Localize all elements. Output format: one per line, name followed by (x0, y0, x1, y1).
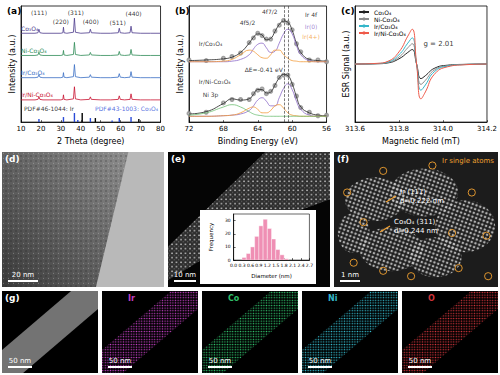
svg-text:60: 60 (116, 125, 125, 133)
svg-text:Diameter (nm): Diameter (nm) (251, 273, 292, 279)
svg-text:40: 40 (76, 125, 85, 133)
svg-text:2 Theta (degree): 2 Theta (degree) (57, 137, 124, 146)
svg-text:Binding Energy (eV): Binding Energy (eV) (218, 137, 298, 146)
svg-text:0: 0 (228, 258, 231, 263)
svg-text:Intensity (a.u.): Intensity (a.u.) (8, 35, 17, 94)
svg-text:Ir/Co₃O₄: Ir/Co₃O₄ (21, 69, 45, 76)
svg-text:(f): (f) (337, 154, 349, 164)
svg-text:d=0.222 nm: d=0.222 nm (400, 197, 444, 205)
svg-text:64: 64 (253, 125, 262, 133)
svg-text:Ir/Co₃O₄: Ir/Co₃O₄ (199, 40, 223, 47)
svg-text:(111): (111) (31, 9, 47, 16)
svg-text:10: 10 (17, 125, 26, 133)
svg-text:80: 80 (156, 125, 165, 133)
svg-text:2.1: 2.1 (289, 263, 296, 268)
svg-text:4f7/2: 4f7/2 (262, 8, 278, 15)
svg-text:ΔE=-0.41 eV: ΔE=-0.41 eV (245, 66, 284, 73)
svg-text:(a): (a) (7, 6, 21, 16)
svg-text:30: 30 (225, 218, 231, 223)
svg-text:2.4: 2.4 (297, 263, 304, 268)
svg-text:Magnetic field (mT): Magnetic field (mT) (382, 137, 460, 146)
svg-text:(220): (220) (53, 18, 69, 25)
svg-text:50: 50 (96, 125, 105, 133)
svg-text:g = 2.01: g = 2.01 (423, 40, 453, 48)
svg-text:O: O (428, 294, 435, 303)
svg-text:Ir/Ni-Co₃O₄: Ir/Ni-Co₃O₄ (199, 78, 232, 85)
svg-text:(311): (311) (68, 9, 84, 16)
svg-text:(400): (400) (83, 18, 99, 25)
svg-text:ESR Signal (a.u.): ESR Signal (a.u.) (342, 31, 351, 98)
svg-text:10 nm: 10 nm (174, 271, 197, 279)
svg-text:Intensity (a.u.): Intensity (a.u.) (176, 35, 185, 94)
svg-text:PDF#46-1044: Ir: PDF#46-1044: Ir (24, 105, 74, 112)
svg-text:20: 20 (225, 231, 231, 236)
svg-text:60: 60 (288, 125, 297, 133)
svg-text:20 nm: 20 nm (12, 271, 35, 279)
svg-text:Ni-Co₃O₄: Ni-Co₃O₄ (21, 47, 47, 54)
svg-text:314.2: 314.2 (477, 125, 497, 133)
svg-text:Ni: Ni (328, 294, 338, 303)
svg-text:(g): (g) (5, 293, 20, 303)
svg-text:Co: Co (228, 294, 240, 303)
svg-text:0.3: 0.3 (238, 263, 245, 268)
svg-text:313.8: 313.8 (389, 125, 409, 133)
svg-text:(c): (c) (341, 6, 355, 16)
svg-text:(e): (e) (171, 154, 185, 164)
svg-text:Ir/Co₃O₄: Ir/Co₃O₄ (374, 23, 398, 30)
svg-text:70: 70 (136, 125, 145, 133)
svg-text:4f5/2: 4f5/2 (240, 19, 256, 26)
svg-text:50 nm: 50 nm (309, 357, 332, 365)
svg-text:Ni 3p: Ni 3p (203, 91, 219, 99)
svg-text:20: 20 (36, 125, 45, 133)
svg-text:0.6: 0.6 (247, 263, 254, 268)
svg-text:313.6: 313.6 (345, 125, 366, 133)
svg-text:1.2: 1.2 (264, 263, 271, 268)
svg-text:Ir (111): Ir (111) (400, 188, 426, 196)
svg-text:50 nm: 50 nm (109, 357, 132, 365)
svg-text:Ir 4f: Ir 4f (305, 11, 318, 18)
svg-text:50 nm: 50 nm (9, 357, 32, 365)
svg-text:10: 10 (225, 244, 231, 249)
svg-text:1 nm: 1 nm (341, 271, 359, 279)
svg-text:Ir(4+): Ir(4+) (302, 33, 320, 40)
svg-text:0.0: 0.0 (230, 263, 237, 268)
svg-text:1.8: 1.8 (281, 263, 288, 268)
svg-text:Ni-Co₃O₄: Ni-Co₃O₄ (374, 16, 400, 23)
svg-text:Ir/Ni-Co₃O₄: Ir/Ni-Co₃O₄ (21, 91, 54, 98)
svg-text:(511): (511) (110, 19, 126, 26)
svg-text:0.9: 0.9 (255, 263, 262, 268)
svg-text:314.0: 314.0 (433, 125, 453, 133)
svg-text:(b): (b) (175, 6, 190, 16)
svg-text:Ir/Ni-Co₃O₄: Ir/Ni-Co₃O₄ (374, 30, 407, 37)
svg-text:PDF#43-1003: Co₃O₄: PDF#43-1003: Co₃O₄ (95, 105, 159, 112)
svg-text:50 nm: 50 nm (409, 357, 432, 365)
svg-text:Frequency: Frequency (208, 222, 215, 251)
svg-text:Ir: Ir (128, 294, 135, 303)
svg-text:68: 68 (219, 125, 228, 133)
svg-text:Co₃O₄: Co₃O₄ (21, 25, 39, 32)
svg-text:Ir single atoms: Ir single atoms (442, 157, 494, 165)
svg-text:72: 72 (185, 125, 194, 133)
svg-text:Ir(0): Ir(0) (305, 23, 318, 30)
svg-text:2.7: 2.7 (306, 263, 313, 268)
svg-text:(440): (440) (126, 10, 142, 17)
svg-text:(d): (d) (5, 154, 20, 164)
svg-text:1.5: 1.5 (272, 263, 279, 268)
svg-text:30: 30 (56, 125, 65, 133)
svg-text:Co₃O₄: Co₃O₄ (374, 9, 392, 16)
svg-text:d=0.244 nm: d=0.244 nm (394, 227, 438, 235)
svg-text:50 nm: 50 nm (209, 357, 232, 365)
svg-text:56: 56 (322, 125, 331, 133)
svg-text:Co₃O₄ (311): Co₃O₄ (311) (394, 218, 436, 226)
